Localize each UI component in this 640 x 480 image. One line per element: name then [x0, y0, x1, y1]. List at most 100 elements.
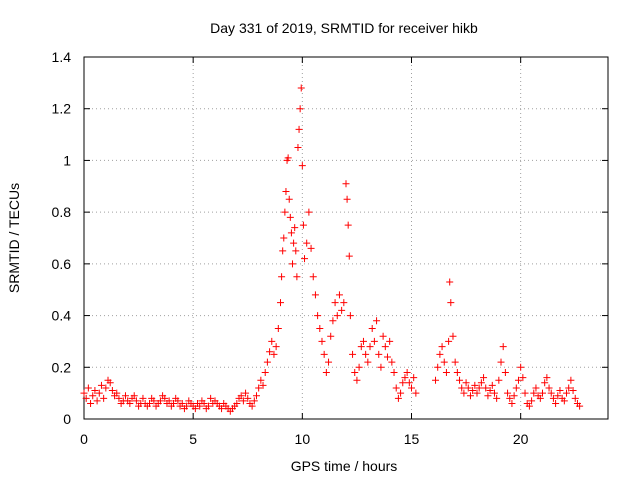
y-tick-label: 0.4 — [52, 308, 72, 324]
data-point — [301, 255, 309, 263]
data-point — [401, 374, 409, 382]
data-point — [362, 350, 370, 358]
data-point — [333, 312, 341, 320]
data-point — [359, 337, 367, 345]
plot-frame — [83, 56, 609, 420]
x-tick-label: 0 — [80, 431, 88, 447]
data-point — [447, 299, 455, 307]
data-point — [473, 389, 481, 397]
data-point — [237, 392, 245, 400]
data-point — [379, 332, 387, 340]
data-point — [475, 384, 483, 392]
data-point — [156, 397, 164, 405]
data-point — [539, 389, 546, 397]
data-point — [517, 363, 525, 371]
data-point — [274, 325, 282, 332]
data-point — [291, 224, 299, 232]
data-point — [438, 343, 446, 351]
data-point — [204, 402, 212, 410]
data-point — [552, 399, 560, 407]
data-point — [499, 343, 507, 351]
data-point — [290, 239, 298, 247]
data-point — [89, 392, 97, 400]
data-point — [525, 402, 533, 410]
data-point — [453, 368, 461, 376]
data-point — [285, 195, 293, 203]
data-point — [569, 387, 577, 395]
data-point — [432, 376, 440, 384]
data-point — [100, 394, 108, 402]
data-point — [403, 368, 411, 376]
data-point — [386, 337, 394, 345]
data-point — [121, 392, 129, 400]
data-point — [345, 252, 353, 260]
data-point — [91, 387, 99, 395]
data-point — [329, 317, 337, 325]
data-point — [242, 389, 250, 397]
data-point — [563, 389, 571, 397]
data-point — [311, 291, 319, 299]
data-point — [547, 389, 555, 397]
data-point — [250, 397, 258, 405]
data-point — [388, 358, 396, 366]
data-point — [277, 299, 284, 307]
data-point — [392, 384, 400, 392]
y-tick-labels: 0 0.2 0.4 0.6 0.8 1 1.2 1.4 — [52, 49, 72, 427]
data-point — [207, 394, 215, 402]
data-point — [545, 384, 553, 392]
data-point — [296, 105, 304, 113]
data-point — [493, 394, 501, 402]
x-axis-label: GPS time / hours — [291, 458, 398, 474]
data-point — [504, 389, 512, 397]
data-point — [218, 405, 226, 413]
data-point — [178, 399, 186, 407]
data-point — [261, 368, 269, 376]
data-points — [80, 84, 584, 415]
data-point — [252, 392, 260, 400]
data-point — [340, 299, 348, 307]
data-point — [370, 337, 378, 345]
x-tick-label: 10 — [295, 431, 311, 447]
data-point — [510, 392, 518, 400]
y-axis-label: SRMTID / TECUs — [6, 183, 22, 293]
data-point — [381, 343, 389, 351]
data-point — [263, 358, 271, 366]
data-point — [486, 387, 494, 395]
data-point — [501, 368, 509, 376]
data-point — [255, 384, 263, 392]
data-point — [560, 397, 568, 405]
data-point — [408, 384, 415, 392]
data-point — [314, 312, 322, 320]
data-point — [458, 384, 466, 392]
data-point — [191, 405, 199, 413]
data-point — [338, 306, 346, 314]
data-point — [307, 244, 315, 252]
data-point — [576, 402, 584, 410]
data-point — [412, 389, 420, 397]
data-point — [331, 299, 339, 307]
y-tick-label: 0.2 — [52, 359, 72, 375]
data-point — [445, 337, 453, 345]
data-point — [353, 376, 361, 384]
data-point — [556, 387, 564, 395]
data-point — [284, 154, 292, 162]
y-tick-label: 0.6 — [52, 256, 72, 272]
data-point — [316, 325, 324, 332]
data-point — [282, 187, 290, 195]
data-point — [132, 397, 140, 405]
data-point — [266, 348, 274, 356]
data-point — [532, 384, 540, 392]
data-point — [364, 358, 372, 366]
data-point — [355, 363, 363, 371]
data-point — [567, 376, 575, 384]
data-point — [484, 392, 492, 400]
data-point — [451, 358, 459, 366]
data-point — [480, 374, 488, 382]
data-point — [102, 384, 110, 392]
data-point — [335, 291, 343, 299]
data-point — [368, 325, 376, 332]
data-point — [257, 376, 265, 384]
data-point — [351, 368, 359, 376]
data-point — [464, 384, 472, 392]
